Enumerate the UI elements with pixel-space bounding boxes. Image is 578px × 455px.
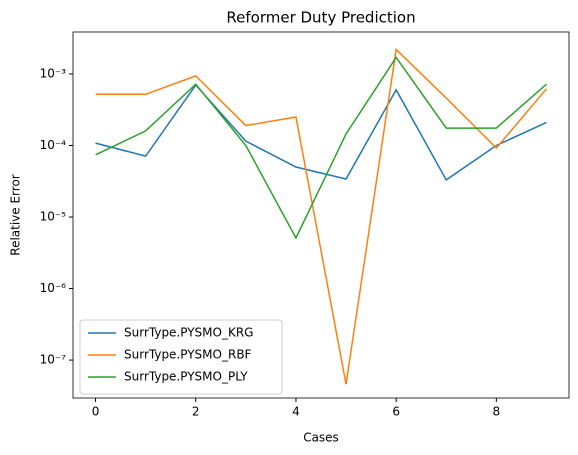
x-tick-label: 4	[292, 405, 300, 419]
x-axis-label: Cases	[303, 431, 339, 445]
series-line	[95, 47, 548, 385]
y-tick-label: 10⁻⁶	[40, 281, 67, 295]
chart-title: Reformer Duty Prediction	[226, 9, 415, 27]
y-tick-label: 10⁻³	[40, 66, 67, 80]
legend-label: SurrType.PYSMO_RBF	[124, 348, 252, 362]
y-tick-label: 10⁻⁵	[40, 210, 67, 224]
legend-label: SurrType.PYSMO_PLY	[124, 370, 248, 384]
x-tick-label: 8	[493, 405, 501, 419]
legend-box	[79, 319, 283, 395]
x-tick-label: 6	[392, 405, 400, 419]
series-line	[95, 56, 547, 240]
series-line	[95, 83, 547, 182]
x-tick-label: 0	[92, 405, 100, 419]
y-tick-label: 10⁻⁴	[40, 138, 67, 152]
x-tick-label: 2	[192, 405, 200, 419]
y-axis-label: Relative Error	[9, 174, 23, 256]
y-tick-label: 10⁻⁷	[40, 353, 67, 367]
legend-label: SurrType.PYSMO_KRG	[124, 326, 253, 340]
axes-frame	[72, 31, 570, 399]
